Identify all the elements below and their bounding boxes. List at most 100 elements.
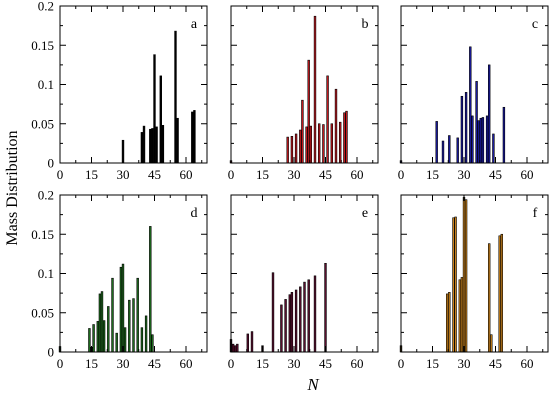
bar-b-10	[318, 123, 321, 164]
bar-f-2	[448, 292, 451, 353]
bar-e-9	[284, 299, 287, 353]
bar-a-4	[151, 128, 154, 164]
panel-f: 0 15 30 45 60 f	[398, 194, 549, 371]
bar-c-3	[448, 135, 451, 164]
bar-c-16	[502, 106, 506, 164]
bar-e-5	[250, 331, 254, 353]
x-tick-label-d-1: 15	[85, 356, 98, 371]
plot-frame-a	[59, 5, 208, 164]
bar-a-12	[193, 110, 196, 164]
bar-e-14	[303, 281, 306, 353]
bar-d-9	[111, 277, 114, 353]
y-tick-label-a-2: 0.1	[38, 77, 54, 92]
bar-c-4	[456, 137, 459, 164]
x-tick-label-c-2: 30	[458, 167, 471, 182]
bar-b-15	[339, 121, 342, 164]
bar-d-15	[132, 298, 135, 353]
bar-d-19	[149, 226, 152, 353]
bar-b-11	[322, 124, 325, 164]
bar-e-3	[236, 343, 239, 353]
x-tick-label-a-1: 15	[85, 167, 98, 182]
bar-d-10	[115, 332, 118, 353]
x-tick-label-d-3: 45	[148, 356, 161, 371]
bar-e-1	[231, 343, 235, 353]
plot-frame-b	[230, 5, 379, 164]
panel-label-d: d	[191, 206, 198, 221]
panel-d: 0 15 30 45 60 0 0.05 0.1 0.15 0.2 d	[31, 188, 208, 371]
y-tick-label-a-1: 0.05	[31, 116, 54, 131]
bar-b-5	[301, 99, 304, 164]
bar-f-1	[446, 293, 449, 353]
x-tick-label-c-0: 0	[398, 167, 405, 182]
bar-d-5	[98, 293, 102, 353]
panel-b: 0 15 30 45 60 b	[228, 5, 379, 182]
bar-d-16	[136, 277, 139, 353]
bar-d-1	[88, 328, 91, 353]
bar-b-16	[343, 112, 346, 164]
bar-d-7	[102, 320, 106, 353]
bar-d-11	[119, 266, 123, 353]
bar-d-18	[144, 315, 148, 353]
bar-b-8	[309, 125, 312, 164]
bar-d-20	[151, 334, 154, 353]
x-tick-label-b-0: 0	[228, 167, 235, 182]
bar-c-9	[475, 81, 478, 164]
bar-d-17	[140, 327, 144, 353]
bar-e-8	[280, 304, 283, 353]
bar-b-6	[305, 126, 308, 164]
bar-a-7	[159, 75, 162, 164]
panel-label-a: a	[191, 17, 198, 32]
bar-c-1	[435, 121, 438, 164]
y-axis-title: Mass Distribution	[4, 130, 21, 245]
x-tick-label-b-2: 30	[288, 167, 301, 182]
x-tick-label-f-4: 60	[521, 356, 534, 371]
bar-c-15	[492, 133, 495, 164]
x-tick-label-f-2: 30	[458, 356, 471, 371]
y-tick-label-d-1: 0.05	[31, 305, 54, 320]
bar-a-2	[142, 125, 146, 164]
bar-d-3	[92, 324, 95, 353]
bar-a-9	[174, 30, 177, 164]
bar-c-12	[481, 117, 485, 164]
x-tick-label-e-2: 30	[288, 356, 301, 371]
x-tick-label-c-4: 60	[521, 167, 534, 182]
bar-c-6	[464, 92, 468, 164]
x-tick-label-f-1: 15	[426, 356, 439, 371]
bar-d-14	[128, 299, 131, 353]
bar-d-8	[107, 306, 110, 353]
y-tick-label-d-2: 0.1	[38, 266, 54, 281]
bar-d-13	[123, 327, 127, 353]
y-tick-label-a-4: 0.2	[38, 0, 54, 14]
x-tick-label-c-1: 15	[426, 167, 439, 182]
bar-e-16	[313, 275, 317, 353]
bar-e-17	[324, 262, 327, 353]
x-tick-label-d-0: 0	[57, 356, 64, 371]
bar-e-15	[307, 279, 310, 353]
bar-d-12	[121, 263, 125, 353]
panel-label-b: b	[362, 17, 369, 32]
bar-f-7	[462, 197, 466, 353]
bar-f-4	[454, 216, 457, 353]
x-tick-label-e-4: 60	[351, 356, 364, 371]
panel-label-c: c	[532, 17, 538, 32]
panel-e: 0 15 30 45 60 e	[228, 194, 379, 371]
x-tick-label-d-4: 60	[180, 356, 193, 371]
panel-label-f: f	[533, 206, 538, 221]
bar-d-6	[100, 291, 104, 353]
bar-a-10	[176, 117, 179, 164]
bar-f-5	[458, 279, 461, 353]
x-axis-title: N	[306, 375, 320, 394]
plot-frame-f	[400, 194, 549, 353]
x-tick-label-a-3: 45	[148, 167, 161, 182]
bar-b-13	[330, 123, 333, 164]
bar-a-11	[191, 111, 194, 164]
bar-e-11	[290, 292, 294, 353]
bar-c-11	[479, 117, 482, 164]
bar-a-5	[153, 54, 156, 164]
x-tick-label-a-0: 0	[57, 167, 64, 182]
x-tick-label-a-2: 30	[117, 167, 130, 182]
bar-b-7	[307, 59, 310, 164]
y-tick-label-d-3: 0.15	[31, 227, 54, 242]
x-tick-label-e-1: 15	[256, 356, 269, 371]
